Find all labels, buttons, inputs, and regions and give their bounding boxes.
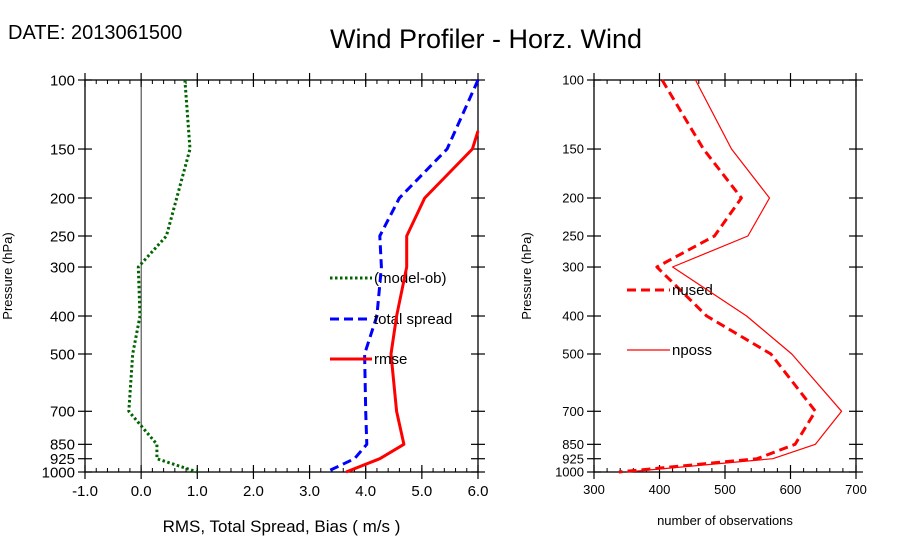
- right-series-nposs: [626, 79, 843, 473]
- right-plot-frame: [593, 79, 857, 473]
- left-legend-label: total spread: [374, 311, 452, 328]
- left-y-tick-label: 700: [50, 404, 75, 421]
- left-x-tick-label: 3.0: [299, 483, 320, 500]
- left-y-tick-label: 850: [50, 437, 75, 454]
- left-y-axis-label: Pressure (hPa): [0, 232, 15, 319]
- left-series-rmse: [345, 130, 480, 474]
- right-x-tick-label: 600: [780, 482, 802, 497]
- right-x-axis-label: number of observations: [657, 513, 793, 528]
- right-y-axis-label: Pressure (hPa): [519, 232, 534, 319]
- right-y-tick-label: 1000: [555, 465, 584, 480]
- right-legend-label: nposs: [672, 342, 712, 359]
- left-y-tick-label: 100: [50, 72, 75, 89]
- date-label: DATE: 2013061500: [8, 22, 183, 44]
- right-y-tick-label: 400: [562, 309, 584, 324]
- right-y-tick-label: 100: [562, 73, 584, 88]
- left-series-modelob: [127, 79, 198, 474]
- left-y-tick-label: 500: [50, 346, 75, 363]
- left-series-totalspread: [325, 79, 480, 474]
- left-x-tick-label: -1.0: [72, 483, 98, 500]
- left-x-tick-label: 4.0: [355, 483, 376, 500]
- left-x-tick-label: 1.0: [187, 483, 208, 500]
- left-y-tick-label: 250: [50, 228, 75, 245]
- left-y-tick-label: 925: [50, 451, 75, 468]
- right-x-tick-label: 300: [583, 482, 605, 497]
- left-legend-label: rmse: [374, 351, 407, 368]
- right-panel: 300 400 500 600 700 100 150 200 250 300 400 500 700 8…: [519, 73, 867, 528]
- right-y-tick-label: 850: [562, 437, 584, 452]
- right-x-tick-label: 700: [845, 482, 867, 497]
- right-x-tick-label: 400: [649, 482, 671, 497]
- left-panel: -1.0 0.0 1.0 2.0 3.0 4.0 5.0 6.0 100 150 200 250 300…: [0, 72, 488, 536]
- left-y-tick-label: 150: [50, 141, 75, 158]
- left-y-tick-label: 1000: [42, 464, 75, 481]
- left-x-tick-label: 2.0: [243, 483, 264, 500]
- right-y-tick-label: 200: [562, 191, 584, 206]
- left-x-tick-label: 5.0: [411, 483, 432, 500]
- left-x-axis-label: RMS, Total Spread, Bias ( m/s ): [163, 517, 401, 536]
- right-y-tick-label: 700: [562, 404, 584, 419]
- left-x-tick-label: 6.0: [468, 483, 489, 500]
- right-y-tick-label: 500: [562, 347, 584, 362]
- right-x-tick-label: 500: [714, 482, 736, 497]
- left-y-tick-label: 200: [50, 190, 75, 207]
- right-y-tick-label: 250: [562, 229, 584, 244]
- left-y-tick-label: 300: [50, 259, 75, 276]
- left-legend-label: (model-ob): [374, 270, 447, 287]
- left-x-tick-label: 0.0: [131, 483, 152, 500]
- figure-title: Wind Profiler - Horz. Wind: [330, 24, 643, 54]
- right-y-tick-label: 300: [562, 260, 584, 275]
- right-series-nused: [618, 79, 817, 474]
- left-y-tick-label: 400: [50, 308, 75, 325]
- right-legend-label: nused: [672, 282, 713, 299]
- left-plot-frame: [84, 79, 479, 473]
- right-y-tick-label: 150: [562, 142, 584, 157]
- right-y-tick-label: 925: [562, 451, 584, 466]
